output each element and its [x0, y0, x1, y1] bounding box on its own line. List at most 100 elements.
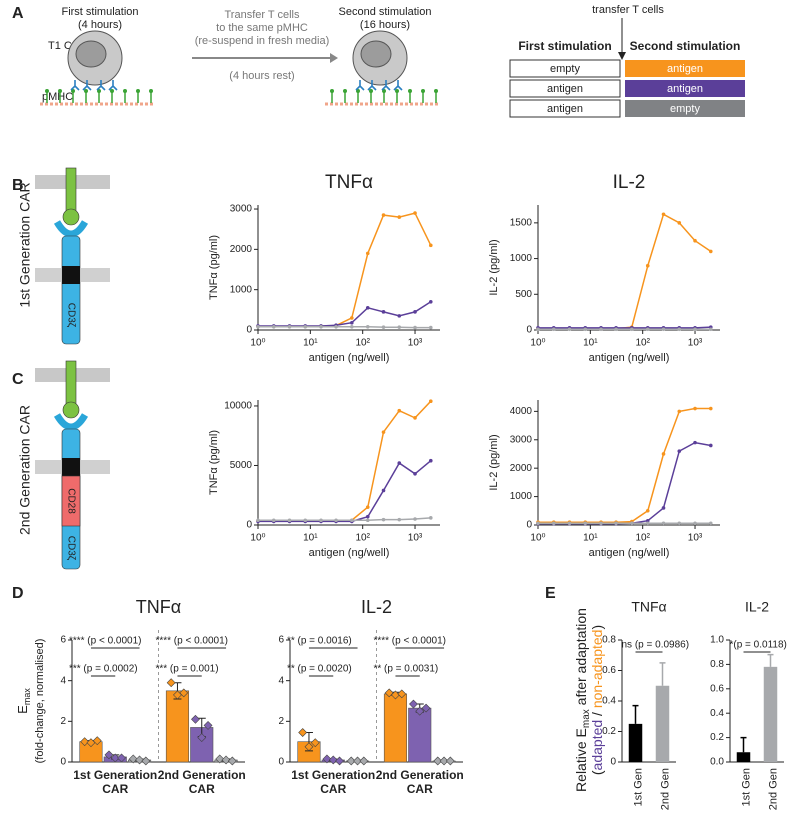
- data-point: [303, 518, 308, 523]
- x-tick-label: 1st Generation: [73, 768, 157, 782]
- replicate-point: [415, 706, 425, 716]
- data-point: [350, 320, 354, 325]
- annotation: ** (p = 0.0031): [373, 664, 438, 675]
- receptor: [393, 80, 403, 91]
- data-point: [381, 430, 386, 434]
- data-point: [303, 324, 308, 329]
- replicate-point: [179, 688, 189, 698]
- table-text: empty: [550, 63, 580, 75]
- data-point: [677, 327, 682, 332]
- table-text: transfer T cells: [592, 4, 664, 16]
- data-point: [630, 327, 634, 332]
- replicate-point: [328, 755, 338, 765]
- replicate-point: [110, 753, 120, 763]
- table-text: antigen: [667, 83, 703, 95]
- x-tick-label: 10⁰: [250, 533, 265, 544]
- replicate-point: [215, 754, 225, 764]
- y-tick-label: 0: [526, 520, 532, 531]
- pmhc: [369, 89, 373, 93]
- axis: [537, 205, 720, 331]
- table-text: empty: [670, 103, 700, 115]
- x-tick-label: 10³: [688, 533, 703, 544]
- data-point: [645, 263, 650, 268]
- data-point: [381, 517, 386, 522]
- y-tick-label: 0.4: [602, 696, 616, 707]
- data-point: [428, 299, 433, 304]
- data-point: [271, 324, 276, 329]
- pmhc: [395, 89, 399, 93]
- data-point: [428, 399, 433, 403]
- data-point: [365, 505, 370, 509]
- data-point: [413, 517, 417, 521]
- nucleus: [360, 40, 392, 68]
- y-tick-label: 1000: [510, 491, 533, 502]
- y-axis-label: Relative Emax after adaptation: [573, 608, 592, 792]
- y-tick-label: 0.2: [602, 726, 616, 737]
- replicate-point: [197, 733, 207, 743]
- data-point: [693, 440, 697, 445]
- axis: [257, 400, 440, 526]
- data-point: [645, 521, 650, 526]
- pmhc: [330, 89, 334, 93]
- pmhc: [84, 89, 88, 93]
- y-tick-label: 0.0: [710, 757, 724, 768]
- receptor: [108, 80, 118, 91]
- x-tick-label: 10¹: [583, 533, 598, 544]
- replicate-point: [92, 736, 102, 746]
- diagram-text: (4 hours rest): [229, 70, 294, 82]
- table-cell: [509, 79, 621, 98]
- y-tick-label: 3000: [230, 204, 253, 215]
- x-tick-label: 10¹: [583, 338, 598, 349]
- error-bar: [767, 653, 774, 667]
- chart-title: TNFα: [136, 597, 181, 617]
- table-cell: [509, 99, 621, 118]
- series-line: [258, 400, 432, 522]
- data-point: [583, 521, 588, 526]
- y-tick-label: 6: [60, 635, 66, 646]
- diagram-text: Second stimulation: [339, 6, 432, 18]
- x-tick-label: 10²: [635, 533, 650, 544]
- x-tick-label: CAR: [320, 782, 346, 796]
- table-cell: [509, 59, 621, 78]
- x-tick-label: 10³: [408, 533, 423, 544]
- data-point: [708, 406, 713, 411]
- data-point: [536, 327, 540, 332]
- data-point: [397, 314, 402, 318]
- data-point: [397, 517, 402, 522]
- annotation: *** (p = 0.001): [155, 664, 218, 675]
- data-point: [413, 211, 417, 215]
- replicate-point: [445, 756, 455, 766]
- replicate-point: [439, 756, 449, 766]
- bar: [408, 707, 432, 763]
- x-axis-label: antigen (ng/well): [309, 352, 390, 364]
- chart-title: TNFα: [631, 599, 666, 615]
- data-point: [661, 452, 666, 456]
- x-tick-label: 1st Gen: [740, 768, 752, 807]
- replicate-point: [335, 756, 344, 766]
- data-point: [661, 212, 666, 217]
- data-point: [677, 221, 682, 225]
- y-axis-label: (adapted / non-adapted): [589, 625, 605, 775]
- domain-label: CD3ζ: [65, 536, 76, 561]
- data-point: [256, 324, 260, 329]
- data-point: [413, 472, 417, 476]
- error-bar: [659, 662, 666, 686]
- annotation: **** (p < 0.0001): [373, 636, 446, 647]
- bar: [655, 685, 670, 762]
- receptor: [355, 80, 365, 91]
- label-part: non-adapted: [589, 630, 605, 709]
- data-point: [645, 518, 650, 523]
- diagram-text: to the same pMHC: [216, 22, 308, 34]
- x-axis-label: antigen (ng/well): [309, 547, 390, 559]
- hinge: [53, 413, 89, 431]
- series-line: [258, 517, 431, 521]
- y-tick-label: 0: [60, 757, 66, 768]
- data-point: [708, 327, 713, 332]
- data-point: [693, 327, 697, 332]
- pmhc: [58, 89, 62, 93]
- scfv: [65, 360, 77, 407]
- data-point: [365, 518, 370, 523]
- data-point: [350, 316, 354, 320]
- data-point: [381, 488, 386, 493]
